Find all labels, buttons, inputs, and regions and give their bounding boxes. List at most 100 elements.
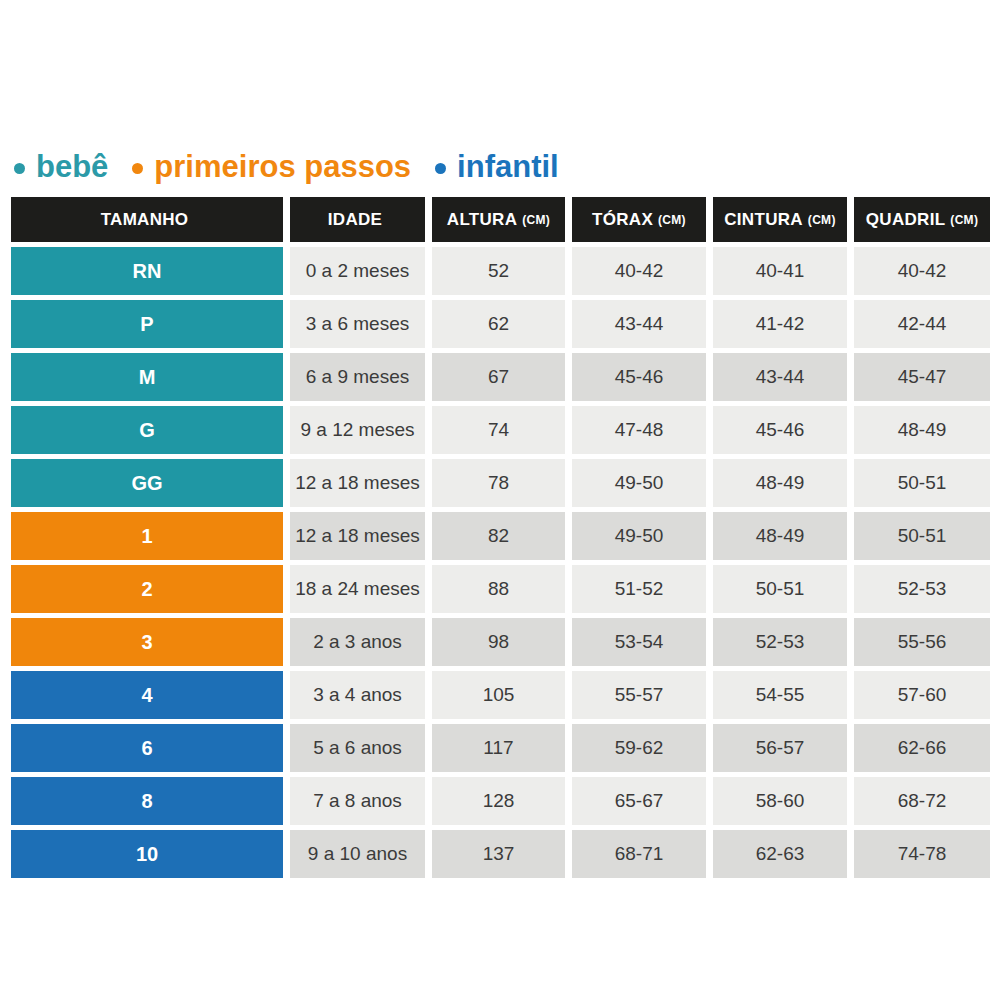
column-header-unit: (CM) — [522, 213, 550, 227]
column-header-label: ALTURA — [447, 210, 517, 230]
quadril-cell: 52-53 — [854, 565, 990, 613]
quadril-cell: 50-51 — [854, 459, 990, 507]
column-header-label: IDADE — [328, 210, 382, 230]
altura-cell: 88 — [432, 565, 565, 613]
idade-cell: 18 a 24 meses — [290, 565, 425, 613]
column-header-unit: (CM) — [950, 213, 978, 227]
idade-cell: 6 a 9 meses — [290, 353, 425, 401]
legend-label: bebê — [36, 148, 108, 186]
torax-cell: 49-50 — [572, 459, 706, 507]
cintura-cell: 48-49 — [713, 459, 847, 507]
column-header-cintura: CINTURA (CM) — [713, 197, 847, 242]
column-header-torax: TÓRAX (CM) — [572, 197, 706, 242]
size-cell-6: 6 — [11, 724, 283, 772]
altura-cell: 62 — [432, 300, 565, 348]
torax-cell: 65-67 — [572, 777, 706, 825]
legend-item-bebe: bebê — [14, 148, 108, 186]
cintura-cell: 50-51 — [713, 565, 847, 613]
altura-cell: 67 — [432, 353, 565, 401]
quadril-cell: 68-72 — [854, 777, 990, 825]
size-cell-m: M — [11, 353, 283, 401]
altura-cell: 78 — [432, 459, 565, 507]
column-header-tamanho: TAMANHO — [11, 197, 283, 242]
cintura-cell: 43-44 — [713, 353, 847, 401]
cintura-cell: 54-55 — [713, 671, 847, 719]
column-header-idade: IDADE — [290, 197, 425, 242]
quadril-cell: 57-60 — [854, 671, 990, 719]
altura-cell: 137 — [432, 830, 565, 878]
idade-cell: 12 a 18 meses — [290, 512, 425, 560]
size-cell-2: 2 — [11, 565, 283, 613]
column-header-quadril: QUADRIL (CM) — [854, 197, 990, 242]
torax-cell: 43-44 — [572, 300, 706, 348]
size-cell-gg: GG — [11, 459, 283, 507]
altura-cell: 117 — [432, 724, 565, 772]
column-header-label: CINTURA — [724, 210, 803, 230]
quadril-cell: 62-66 — [854, 724, 990, 772]
size-cell-g: G — [11, 406, 283, 454]
altura-cell: 128 — [432, 777, 565, 825]
column-header-unit: (CM) — [808, 213, 836, 227]
cintura-cell: 48-49 — [713, 512, 847, 560]
size-cell-1: 1 — [11, 512, 283, 560]
size-table: TAMANHO IDADE ALTURA (CM) TÓRAX (CM) CINTU… — [11, 197, 990, 878]
torax-cell: 59-62 — [572, 724, 706, 772]
size-cell-8: 8 — [11, 777, 283, 825]
altura-cell: 52 — [432, 247, 565, 295]
altura-cell: 74 — [432, 406, 565, 454]
altura-cell: 82 — [432, 512, 565, 560]
quadril-cell: 50-51 — [854, 512, 990, 560]
altura-cell: 98 — [432, 618, 565, 666]
bullet-dot-icon — [14, 163, 25, 174]
bullet-dot-icon — [132, 163, 143, 174]
torax-cell: 68-71 — [572, 830, 706, 878]
quadril-cell: 45-47 — [854, 353, 990, 401]
legend-item-infantil: infantil — [435, 148, 559, 186]
quadril-cell: 42-44 — [854, 300, 990, 348]
cintura-cell: 58-60 — [713, 777, 847, 825]
quadril-cell: 74-78 — [854, 830, 990, 878]
size-cell-10: 10 — [11, 830, 283, 878]
torax-cell: 45-46 — [572, 353, 706, 401]
idade-cell: 3 a 4 anos — [290, 671, 425, 719]
column-header-label: TAMANHO — [101, 210, 189, 230]
quadril-cell: 40-42 — [854, 247, 990, 295]
idade-cell: 0 a 2 meses — [290, 247, 425, 295]
column-header-unit: (CM) — [658, 213, 686, 227]
quadril-cell: 48-49 — [854, 406, 990, 454]
legend-label: infantil — [457, 148, 559, 186]
size-cell-4: 4 — [11, 671, 283, 719]
legend-item-primeiros-passos: primeiros passos — [132, 148, 411, 186]
size-cell-p: P — [11, 300, 283, 348]
torax-cell: 40-42 — [572, 247, 706, 295]
idade-cell: 3 a 6 meses — [290, 300, 425, 348]
cintura-cell: 41-42 — [713, 300, 847, 348]
cintura-cell: 45-46 — [713, 406, 847, 454]
legend-label: primeiros passos — [154, 148, 411, 186]
altura-cell: 105 — [432, 671, 565, 719]
size-cell-3: 3 — [11, 618, 283, 666]
torax-cell: 55-57 — [572, 671, 706, 719]
cintura-cell: 40-41 — [713, 247, 847, 295]
torax-cell: 51-52 — [572, 565, 706, 613]
category-legend: bebê primeiros passos infantil — [14, 148, 559, 186]
idade-cell: 5 a 6 anos — [290, 724, 425, 772]
quadril-cell: 55-56 — [854, 618, 990, 666]
idade-cell: 7 a 8 anos — [290, 777, 425, 825]
cintura-cell: 62-63 — [713, 830, 847, 878]
idade-cell: 9 a 12 meses — [290, 406, 425, 454]
idade-cell: 12 a 18 meses — [290, 459, 425, 507]
idade-cell: 2 a 3 anos — [290, 618, 425, 666]
torax-cell: 49-50 — [572, 512, 706, 560]
column-header-label: QUADRIL — [866, 210, 946, 230]
idade-cell: 9 a 10 anos — [290, 830, 425, 878]
column-header-label: TÓRAX — [592, 210, 653, 230]
size-cell-rn: RN — [11, 247, 283, 295]
column-header-altura: ALTURA (CM) — [432, 197, 565, 242]
torax-cell: 53-54 — [572, 618, 706, 666]
cintura-cell: 56-57 — [713, 724, 847, 772]
size-chart-page: bebê primeiros passos infantil TAMANHO I… — [0, 0, 1000, 1000]
bullet-dot-icon — [435, 163, 446, 174]
torax-cell: 47-48 — [572, 406, 706, 454]
cintura-cell: 52-53 — [713, 618, 847, 666]
